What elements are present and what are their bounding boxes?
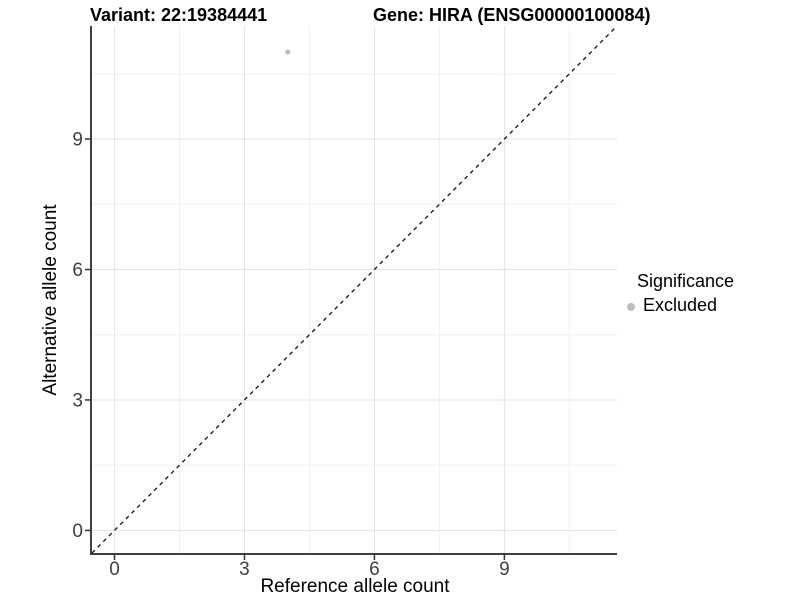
identity-line (91, 25, 618, 554)
y-tick-label: 9 (72, 130, 83, 151)
y-tick-label: 3 (72, 390, 83, 411)
legend-item-excluded: Excluded (622, 295, 734, 316)
data-point (285, 49, 291, 55)
gene-title: Gene: HIRA (ENSG00000100084) (373, 5, 651, 25)
legend-title: Significance (637, 271, 735, 291)
x-tick-label: 3 (239, 559, 250, 580)
y-axis-title: Alternative allele count (40, 204, 61, 396)
x-tick-label: 0 (109, 559, 120, 580)
x-axis-title: Reference allele count (260, 576, 450, 597)
legend-item-label: Excluded (643, 295, 718, 315)
legend-key-dot (627, 302, 635, 311)
legend: Significance Excluded (622, 271, 734, 316)
variant-title: Variant: 22:19384441 (90, 5, 268, 25)
x-tick-label: 6 (369, 559, 380, 580)
legend-key (627, 302, 635, 311)
y-tick-label: 0 (72, 521, 83, 542)
y-tick-label: 6 (72, 260, 83, 281)
x-tick-label: 9 (499, 559, 510, 580)
